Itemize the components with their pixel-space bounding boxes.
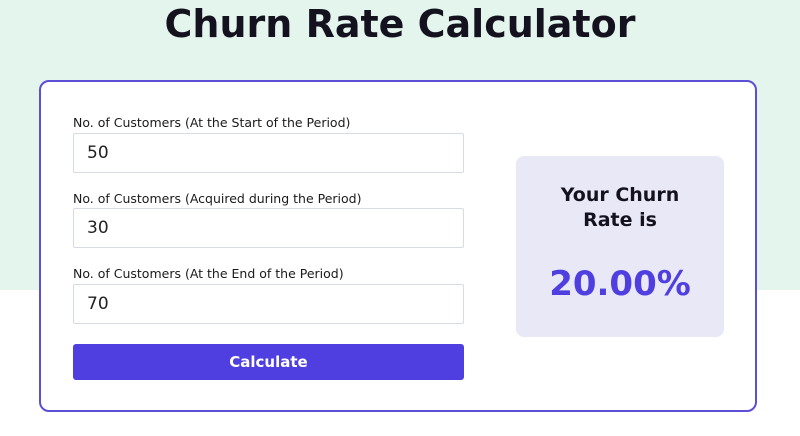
acquired-customers-input[interactable] <box>73 208 464 248</box>
start-customers-label: No. of Customers (At the Start of the Pe… <box>73 115 351 130</box>
start-customers-input[interactable] <box>73 133 464 173</box>
result-panel: Your Churn Rate is 20.00% <box>516 156 724 337</box>
end-customers-input[interactable] <box>73 284 464 324</box>
end-customers-label: No. of Customers (At the End of the Peri… <box>73 266 344 281</box>
churn-rate-value: 20.00% <box>549 264 691 304</box>
calculate-button[interactable]: Calculate <box>73 344 464 380</box>
calculator-card: No. of Customers (At the Start of the Pe… <box>39 80 757 412</box>
result-heading: Your Churn Rate is <box>560 184 680 231</box>
page-title: Churn Rate Calculator <box>164 2 636 46</box>
acquired-customers-label: No. of Customers (Acquired during the Pe… <box>73 191 362 206</box>
